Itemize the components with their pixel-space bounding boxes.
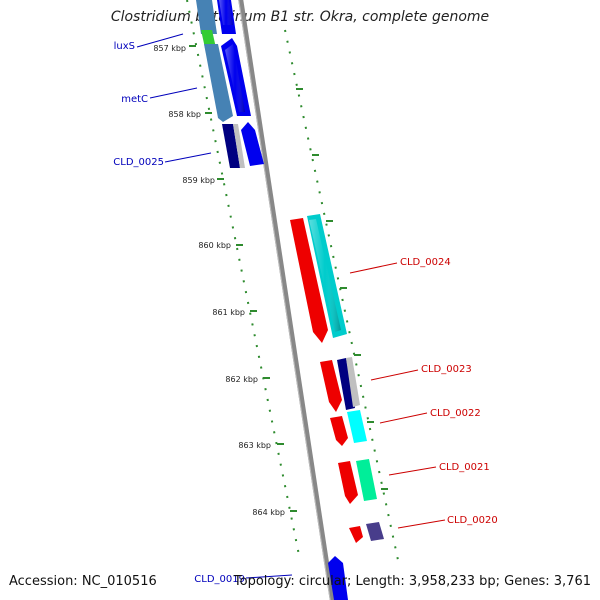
gene-label-CLD_0019[interactable]: CLD_0019 (194, 574, 245, 585)
right-major-ticks (296, 88, 388, 490)
gene-label-CLD_0021[interactable]: CLD_0021 (439, 462, 490, 473)
gene-metC-features[interactable] (204, 38, 251, 122)
gene-label-CLD_0020[interactable]: CLD_0020 (447, 515, 498, 526)
genome-backbone-highlight (238, 0, 331, 600)
gene-CLD_0019-features[interactable] (328, 556, 348, 600)
accession-text: Accession: NC_010516 (9, 574, 157, 589)
scale-label: 861 kbp (212, 308, 245, 317)
gene-label-CLD_0022[interactable]: CLD_0022 (430, 408, 481, 419)
left-major-ticks (189, 45, 297, 512)
gene-CLD_0024-features[interactable] (290, 214, 347, 343)
scale-label: 864 kbp (252, 508, 285, 517)
scale-label: 857 kbp (153, 44, 186, 53)
topology-text: Topology: circular; Length: 3,958,233 bp… (233, 574, 591, 589)
gene-CLD_0023-features[interactable] (320, 357, 360, 412)
scale-label: 862 kbp (225, 375, 258, 384)
right-label-leaders (349, 262, 446, 529)
gene-label-CLD_0025[interactable]: CLD_0025 (113, 157, 164, 168)
gene-CLD_0020-features[interactable] (349, 522, 384, 543)
gene-CLD_0025-features[interactable] (222, 122, 264, 168)
right-tick-track (284, 29, 399, 561)
scale-label: 859 kbp (182, 176, 215, 185)
gene-label-metC[interactable]: metC (121, 94, 148, 105)
gene-label-CLD_0024[interactable]: CLD_0024 (400, 257, 451, 268)
left-label-leaders (136, 33, 293, 579)
scale-label: 863 kbp (238, 441, 271, 450)
scale-label: 860 kbp (198, 241, 231, 250)
gene-CLD_0021-features[interactable] (338, 459, 377, 504)
gene-label-luxS[interactable]: luxS (114, 41, 135, 52)
gene-label-CLD_0023[interactable]: CLD_0023 (421, 364, 472, 375)
genome-backbone (238, 0, 335, 600)
gene-luxS-features[interactable] (196, 0, 236, 48)
gene-CLD_0022-features[interactable] (330, 410, 367, 446)
scale-label: 858 kbp (168, 110, 201, 119)
